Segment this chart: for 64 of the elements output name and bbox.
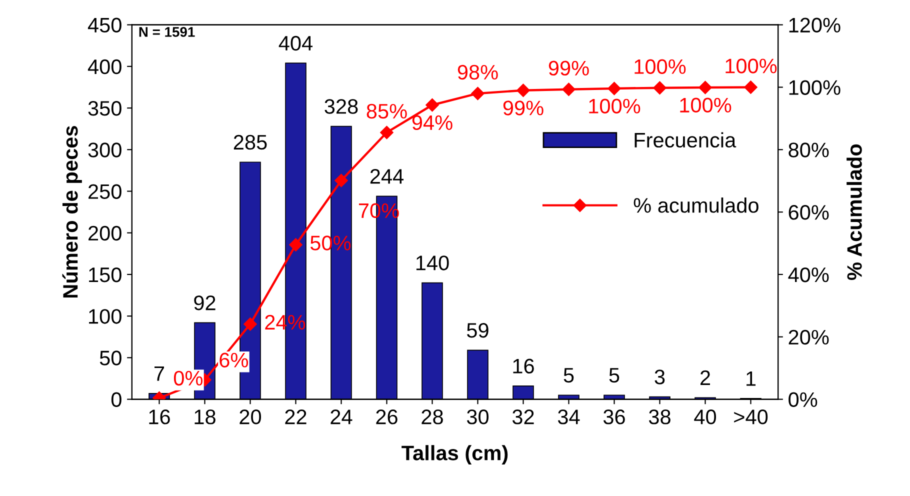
- data-label: 94%: [412, 115, 452, 130]
- x-tick-label: 34: [558, 410, 580, 424]
- data-label: 285: [234, 134, 267, 150]
- data-label: 85%: [366, 104, 407, 119]
- x-tick-label: 20: [240, 410, 262, 424]
- x-tick-label: 28: [422, 410, 443, 424]
- legend-label: Frecuencia: [634, 132, 736, 148]
- x-tick-label: >40: [734, 410, 768, 424]
- x-tick-label: 26: [376, 410, 398, 424]
- y-tick-label: 450: [88, 18, 122, 33]
- y2-tick-label: 0%: [788, 392, 818, 408]
- x-tick-label: 22: [285, 410, 306, 424]
- data-label: 5: [564, 368, 574, 383]
- legend-label: % acumulado: [634, 198, 758, 213]
- data-label: 100%: [680, 98, 732, 113]
- data-label: 6%: [220, 352, 248, 368]
- y2-tick-label: 40%: [788, 267, 829, 282]
- y-tick-label: 300: [88, 142, 122, 158]
- x-tick-label: 36: [603, 410, 625, 424]
- y2-tick-label: 100%: [789, 80, 840, 95]
- data-label: 328: [324, 99, 358, 114]
- data-label: 2: [700, 370, 710, 385]
- x-tick-label: 32: [512, 410, 534, 424]
- data-label: 50%: [310, 236, 351, 250]
- y-tick-label: 0: [111, 392, 122, 408]
- data-label: 100%: [589, 98, 640, 114]
- y-axis-title: Número de peces: [62, 126, 82, 298]
- data-label: 99%: [503, 100, 544, 116]
- x-tick-label: 38: [648, 410, 670, 424]
- data-label: 100%: [634, 59, 686, 74]
- data-label: 7: [154, 366, 164, 381]
- y-tick-label: 350: [88, 101, 122, 116]
- data-label: 0%: [174, 370, 203, 386]
- data-label: 404: [278, 36, 313, 51]
- y-tick-label: 250: [88, 184, 122, 199]
- y-tick-label: 150: [89, 267, 122, 282]
- data-label: 1: [746, 371, 756, 386]
- data-label: 16: [513, 358, 534, 374]
- y-tick-label: 100: [89, 309, 122, 324]
- data-label: 244: [370, 169, 404, 184]
- data-label: 5: [609, 368, 620, 383]
- x-tick-label: 40: [694, 410, 716, 424]
- y-tick-label: 50: [100, 350, 122, 366]
- y2-tick-label: 20%: [788, 330, 829, 345]
- data-label: 59: [467, 322, 488, 338]
- data-label: 99%: [548, 60, 589, 76]
- data-label: 140: [416, 256, 449, 270]
- x-tick-label: 18: [194, 410, 216, 424]
- data-label: 98%: [458, 64, 498, 80]
- data-label: 3: [654, 370, 665, 384]
- y2-tick-label: 120%: [789, 18, 840, 33]
- x-tick-label: 24: [330, 410, 352, 424]
- x-tick-label: 30: [466, 410, 489, 424]
- data-label: 92: [194, 296, 216, 310]
- y2-tick-label: 60%: [788, 205, 829, 220]
- data-label: 100%: [726, 58, 777, 74]
- y-tick-label: 400: [88, 59, 122, 74]
- y-tick-label: 200: [88, 226, 122, 241]
- data-label: 24%: [265, 314, 306, 330]
- x-axis-title: Tallas (cm): [402, 445, 508, 465]
- y2-axis-title: % Acumulado: [846, 144, 862, 280]
- annotation: N = 1591: [139, 27, 195, 37]
- x-tick-label: 16: [149, 410, 170, 424]
- y2-tick-label: 80%: [788, 142, 829, 158]
